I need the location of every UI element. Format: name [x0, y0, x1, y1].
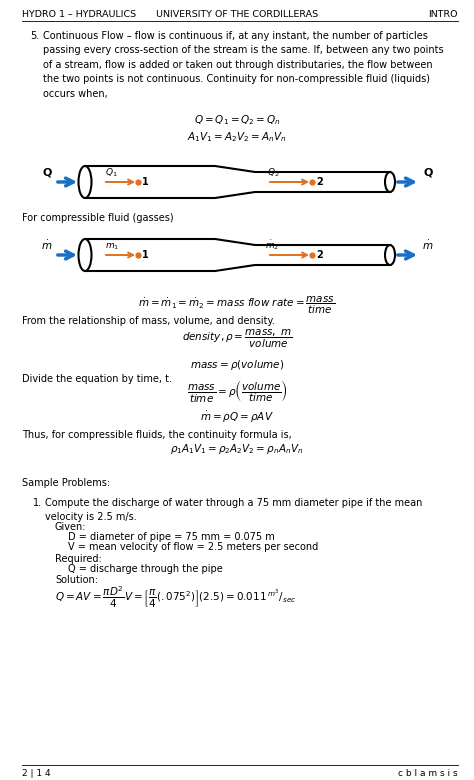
Polygon shape	[85, 166, 390, 198]
Text: $mass = \rho(volume)$: $mass = \rho(volume)$	[190, 358, 284, 372]
Text: $\dfrac{mass}{time} = \rho\left(\dfrac{volume}{time}\right)$: $\dfrac{mass}{time} = \rho\left(\dfrac{v…	[187, 378, 287, 404]
Text: 1: 1	[142, 177, 149, 187]
Text: $Q = AV = \dfrac{\pi D^2}{4}V = \left[\dfrac{\pi}{4}(.075^2)\right](2.5) = 0.011: $Q = AV = \dfrac{\pi D^2}{4}V = \left[\d…	[55, 585, 296, 610]
Text: c b l a m s i s: c b l a m s i s	[398, 769, 458, 778]
Text: $\dot{m}$: $\dot{m}$	[422, 239, 434, 252]
Ellipse shape	[79, 239, 91, 271]
Text: Q = discharge through the pipe: Q = discharge through the pipe	[68, 564, 223, 574]
Ellipse shape	[79, 166, 91, 198]
Text: $\mathbf{Q}$: $\mathbf{Q}$	[422, 166, 433, 179]
Text: Solution:: Solution:	[55, 575, 98, 585]
Text: $\dot{m} = \rho Q = \rho AV$: $\dot{m} = \rho Q = \rho AV$	[200, 410, 274, 425]
Text: D = diameter of pipe = 75 mm = 0.075 m: D = diameter of pipe = 75 mm = 0.075 m	[68, 532, 275, 542]
Text: $\dot{m}_1$: $\dot{m}_1$	[105, 239, 119, 252]
Text: $\dot{m}_2$: $\dot{m}_2$	[265, 239, 279, 252]
Ellipse shape	[385, 172, 395, 192]
Ellipse shape	[385, 245, 395, 265]
Text: INTRO: INTRO	[428, 10, 458, 19]
Text: Divide the equation by time, t.: Divide the equation by time, t.	[22, 374, 172, 384]
Text: 2 | 1 4: 2 | 1 4	[22, 769, 51, 778]
Text: $\dot{m}$: $\dot{m}$	[41, 239, 53, 252]
Text: $\mathbf{Q}$: $\mathbf{Q}$	[42, 166, 53, 179]
Text: 1: 1	[142, 250, 149, 260]
Text: $\dot{m} = \dot{m}_1 = \dot{m}_2 = mass\ flow\ rate = \dfrac{mass}{time}$: $\dot{m} = \dot{m}_1 = \dot{m}_2 = mass\…	[138, 295, 336, 316]
Text: For compressible fluid (gasses): For compressible fluid (gasses)	[22, 213, 173, 223]
Text: $density, \rho = \dfrac{mass,\ m}{volume}$: $density, \rho = \dfrac{mass,\ m}{volume…	[182, 328, 292, 350]
Text: UNIVERSITY OF THE CORDILLERAS: UNIVERSITY OF THE CORDILLERAS	[156, 10, 318, 19]
Text: $Q_1$: $Q_1$	[105, 166, 118, 179]
Text: Sample Problems:: Sample Problems:	[22, 478, 110, 488]
Text: $Q_2$: $Q_2$	[267, 166, 280, 179]
Text: Thus, for compressible fluids, the continuity formula is,: Thus, for compressible fluids, the conti…	[22, 430, 292, 440]
Text: $Q = Q_1 = Q_2 = Q_n$: $Q = Q_1 = Q_2 = Q_n$	[193, 113, 281, 127]
Text: 1.: 1.	[33, 498, 42, 508]
Text: Given:: Given:	[55, 522, 86, 532]
Text: 5.: 5.	[30, 31, 39, 41]
Text: Required:: Required:	[55, 554, 102, 564]
Text: 2: 2	[316, 250, 323, 260]
Text: V = mean velocity of flow = 2.5 meters per second: V = mean velocity of flow = 2.5 meters p…	[68, 542, 318, 552]
Text: 2: 2	[316, 177, 323, 187]
Text: HYDRO 1 – HYDRAULICS: HYDRO 1 – HYDRAULICS	[22, 10, 136, 19]
Text: $A_1V_1 = A_2V_2 = A_nV_n$: $A_1V_1 = A_2V_2 = A_nV_n$	[187, 130, 287, 144]
Text: Continuous Flow – flow is continuous if, at any instant, the number of particles: Continuous Flow – flow is continuous if,…	[43, 31, 444, 98]
Text: $\rho_1 A_1 V_1 = \rho_2 A_2 V_2 = \rho_n A_n V_n$: $\rho_1 A_1 V_1 = \rho_2 A_2 V_2 = \rho_…	[170, 442, 304, 456]
Polygon shape	[85, 239, 390, 271]
Text: From the relationship of mass, volume, and density.: From the relationship of mass, volume, a…	[22, 316, 275, 326]
Text: Compute the discharge of water through a 75 mm diameter pipe if the mean
velocit: Compute the discharge of water through a…	[45, 498, 422, 522]
